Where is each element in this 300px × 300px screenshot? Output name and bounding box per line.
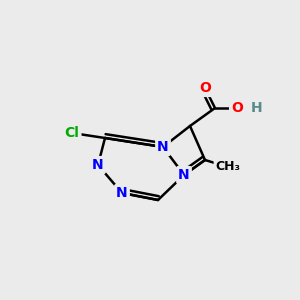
Text: Cl: Cl <box>64 126 80 140</box>
Text: CH₃: CH₃ <box>215 160 241 173</box>
Text: O: O <box>199 81 211 95</box>
Text: O: O <box>231 101 243 115</box>
Text: N: N <box>178 168 190 182</box>
Text: H: H <box>251 101 263 115</box>
Text: N: N <box>157 140 169 154</box>
Text: N: N <box>116 186 128 200</box>
Text: N: N <box>92 158 104 172</box>
